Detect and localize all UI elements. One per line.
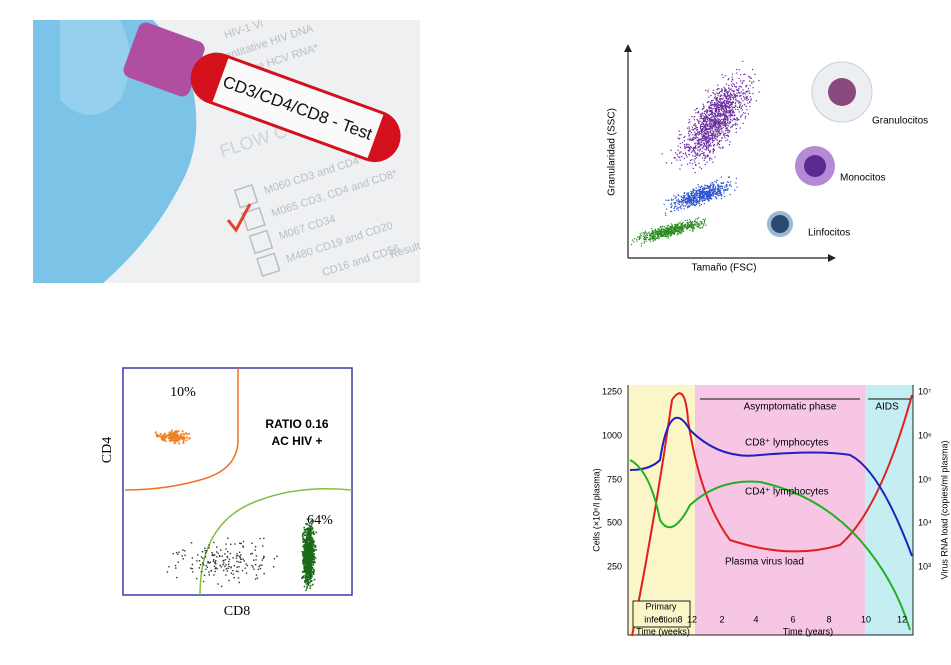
check-mark: [226, 203, 252, 233]
x-tick-label: 6: [658, 614, 663, 624]
x-tick-label: 12: [897, 614, 907, 624]
cell-label: Granulocitos: [872, 116, 928, 127]
axis-label: Tamaño (FSC): [691, 263, 756, 274]
dot-cloud: [630, 217, 707, 247]
note: RATIO 0.16: [265, 417, 328, 431]
x-tick-label: 4: [753, 614, 758, 624]
x-tick-label: 6: [790, 614, 795, 624]
y-tick-label: 750: [607, 474, 622, 484]
x-tick-label: 8: [826, 614, 831, 624]
phase-label: Asymptomatic phase: [744, 402, 837, 413]
y-tick-label: 1250: [602, 386, 622, 396]
tube: CD3/CD4/CD8 - Test: [123, 22, 401, 163]
phase-label: infection: [644, 614, 678, 624]
gate-label: 64%: [307, 513, 333, 528]
x-tick-label: 12: [687, 614, 697, 624]
y-tick-label: 500: [607, 517, 622, 527]
curve-label: Plasma virus load: [725, 557, 804, 568]
y2-tick-label: 10⁷: [918, 386, 931, 396]
flow-plot: 10% 64% RATIO 0.16 AC HIV + CD4 CD8: [100, 367, 353, 619]
tube-photo: HIV-1 Vi Quantitative HIV DNA Quantitati…: [33, 18, 422, 283]
axis-label: Granularidad (SSC): [607, 108, 618, 196]
gate-label: 10%: [170, 385, 196, 400]
phase-label: AIDS: [875, 402, 899, 413]
y2-tick-label: 10⁶: [918, 430, 932, 440]
curve-label: CD8⁺ lymphocytes: [745, 438, 829, 449]
y-tick-label: 1000: [602, 430, 622, 440]
scatter-diagram: Granularidad (SSC) Tamaño (FSC) Granuloc…: [607, 44, 928, 274]
phase-label: Primary: [646, 601, 677, 611]
x-tick-label: 8: [677, 614, 682, 624]
axis-label: Time (years): [783, 626, 833, 636]
y2-tick-label: 10⁵: [918, 474, 932, 484]
axis-label: Virus RNA load (copies/ml plasma): [939, 441, 949, 580]
axis-label: CD8: [224, 604, 250, 619]
dot-cloud: [154, 429, 191, 445]
y2-tick-label: 10⁴: [918, 517, 932, 527]
cell-label: Monocitos: [840, 173, 886, 184]
dot-cloud: [661, 60, 760, 174]
dot-cloud: [663, 176, 738, 216]
dot-cloud: [166, 537, 278, 588]
note: AC HIV +: [271, 434, 322, 448]
cell-label: Linfocitos: [808, 228, 850, 239]
x-tick-label: 10: [861, 614, 871, 624]
axis-label: Cells (×10⁶/l plasma): [591, 468, 601, 551]
hiv-chart: Asymptomatic phase AIDS Primary infectio…: [591, 385, 949, 636]
x-tick-label: 2: [719, 614, 724, 624]
axis-label: CD4: [100, 437, 115, 463]
axis-label: Time (weeks): [636, 626, 690, 636]
dot-cloud: [301, 518, 318, 592]
y2-tick-label: 10³: [918, 561, 931, 571]
curve-label: CD4⁺ lymphocytes: [745, 487, 829, 498]
y-tick-label: 250: [607, 561, 622, 571]
